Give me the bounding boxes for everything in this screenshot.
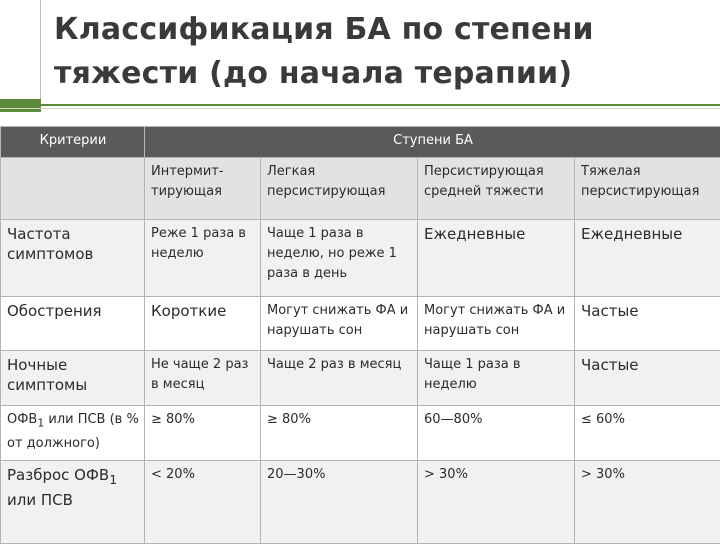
criterion-prefix: Разброс ОФВ <box>7 466 109 484</box>
slide-title: Классификация БА по степени тяжести (до … <box>54 8 694 96</box>
stage-names-empty-cell <box>1 158 145 220</box>
title-line-1: Классификация БА по степени <box>54 8 694 52</box>
decor-green-box <box>0 99 41 112</box>
header-criteria: Критерии <box>1 127 145 158</box>
decor-green-line <box>41 104 720 106</box>
table-row: Разброс ОФВ1 или ПСВ < 20% 20—30% > 30% … <box>1 461 720 544</box>
table-row: ОФВ1 или ПСВ (в % от должного) ≥ 80% ≥ 8… <box>1 406 720 461</box>
value-cell: Чаще 1 раза в неделю <box>418 351 575 406</box>
criterion-cell: ОФВ1 или ПСВ (в % от должного) <box>1 406 145 461</box>
table-header-row: Критерии Ступени БА <box>1 127 720 158</box>
criterion-cell: Разброс ОФВ1 или ПСВ <box>1 461 145 544</box>
stage-name-3: Персистирующая средней тяжести <box>418 158 575 220</box>
table-row: Частота симптомов Реже 1 раза в неделю Ч… <box>1 220 720 297</box>
table-row: Ночные симптомы Не чаще 2 раз в месяц Ча… <box>1 351 720 406</box>
value-cell: Ежедневные <box>418 220 575 297</box>
stage-names-row: Интермит-тирующая Легкая персистирующая … <box>1 158 720 220</box>
value-cell: Реже 1 раза в неделю <box>145 220 261 297</box>
value-cell: < 20% <box>145 461 261 544</box>
value-cell: > 30% <box>575 461 720 544</box>
criterion-cell: Обострения <box>1 297 145 351</box>
value-cell: Ежедневные <box>575 220 720 297</box>
value-cell: Частые <box>575 297 720 351</box>
value-cell: Чаще 1 раза в неделю, но реже 1 раза в д… <box>261 220 418 297</box>
criterion-cell: Частота симптомов <box>1 220 145 297</box>
decor-thin-line <box>0 108 720 109</box>
header-stages: Ступени БА <box>145 127 720 158</box>
criterion-cell: Ночные симптомы <box>1 351 145 406</box>
value-cell: Чаще 2 раз в месяц <box>261 351 418 406</box>
value-cell: Не чаще 2 раз в месяц <box>145 351 261 406</box>
stage-name-2: Легкая персистирующая <box>261 158 418 220</box>
value-cell: ≤ 60% <box>575 406 720 461</box>
value-cell: 60—80% <box>418 406 575 461</box>
stage-name-1: Интермит-тирующая <box>145 158 261 220</box>
value-cell: 20—30% <box>261 461 418 544</box>
value-cell: Могут снижать ФА и нарушать сон <box>418 297 575 351</box>
classification-table: Критерии Ступени БА Интермит-тирующая Ле… <box>0 126 720 544</box>
criterion-subscript: 1 <box>109 472 117 487</box>
title-line-2: тяжести (до начала терапии) <box>54 52 694 96</box>
stage-name-4: Тяжелая персистирующая <box>575 158 720 220</box>
criterion-prefix: ОФВ <box>7 412 37 427</box>
decor-vertical-line <box>40 0 41 104</box>
value-cell: ≥ 80% <box>261 406 418 461</box>
value-cell: > 30% <box>418 461 575 544</box>
value-cell: Короткие <box>145 297 261 351</box>
value-cell: Могут снижать ФА и нарушать сон <box>261 297 418 351</box>
table-row: Обострения Короткие Могут снижать ФА и н… <box>1 297 720 351</box>
value-cell: ≥ 80% <box>145 406 261 461</box>
criterion-suffix: или ПСВ <box>7 491 73 509</box>
value-cell: Частые <box>575 351 720 406</box>
